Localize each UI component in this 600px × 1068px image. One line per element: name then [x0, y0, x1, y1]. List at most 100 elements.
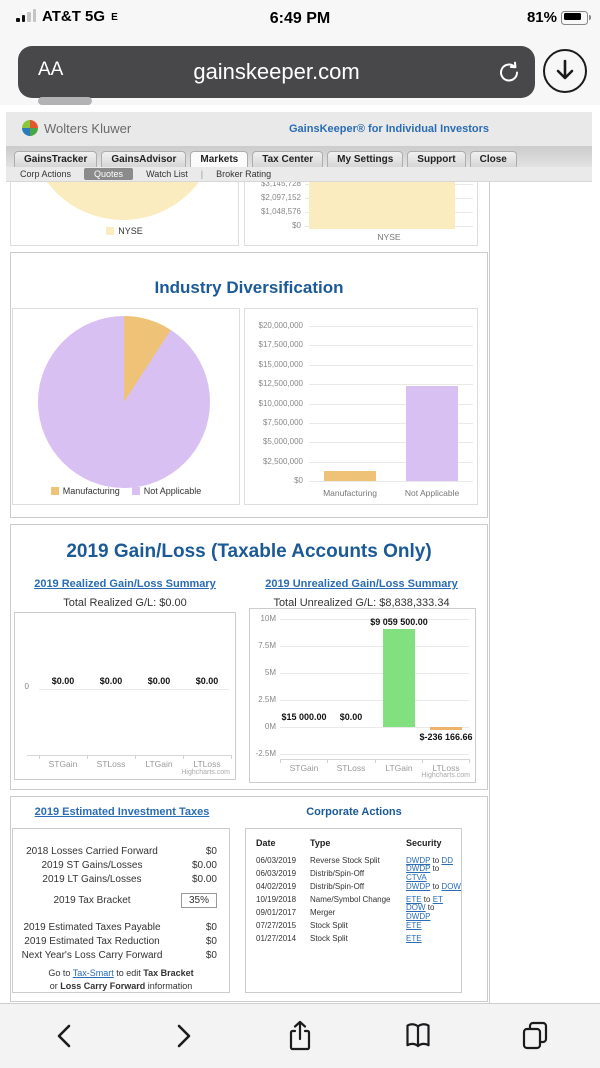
subnav-item-broker-rating[interactable]: Broker Rating: [216, 169, 272, 179]
x-label-ltloss: LTLoss: [432, 763, 460, 773]
security-link-dwdp[interactable]: DWDP: [406, 912, 431, 921]
corp-action-date: 07/27/2015: [256, 920, 297, 930]
tabs-icon[interactable]: [518, 1018, 552, 1054]
back-icon[interactable]: [48, 1018, 82, 1054]
security-link-ete[interactable]: ETE: [406, 933, 422, 943]
security-link-ete[interactable]: ETE: [406, 920, 422, 930]
y-tick-label: $1,048,576: [260, 207, 301, 216]
corp-action-date: 10/19/2018: [256, 894, 297, 904]
tax-note-line1: Go to Tax-Smart to edit Tax Bracket: [13, 967, 229, 979]
sub-nav: Corp Actions Quotes Watch List | Broker Rati…: [6, 167, 592, 182]
gridline: [309, 364, 473, 366]
nav-tab-gainstracker[interactable]: GainsTracker: [14, 151, 98, 167]
security-link-dow[interactable]: DOW: [441, 881, 461, 891]
x-axis-tick: [421, 759, 423, 763]
gridline: [309, 461, 473, 463]
nav-tab-close[interactable]: Close: [469, 151, 517, 167]
x-label-ltgain: LTGain: [385, 763, 413, 773]
bar-not-applicable: [406, 386, 458, 481]
x-label-not-applicable: Not Applicable: [404, 488, 460, 498]
col-header-date: Date: [256, 838, 276, 848]
url-field[interactable]: gainskeeper.com: [193, 59, 360, 84]
gridline: [309, 384, 473, 386]
corp-action-row: 06/03/2019 Reverse Stock Split DWDP to DD: [246, 854, 461, 866]
legend-swatch-icon: [106, 227, 115, 235]
corp-action-type: Distrib/Spin-Off: [310, 881, 365, 891]
corp-action-security: DWDP to DOW: [406, 882, 461, 891]
forward-icon[interactable]: [166, 1018, 200, 1054]
content-right-border: [489, 182, 490, 1003]
legend-item-not-applicable: Not Applicable: [131, 486, 201, 496]
legend-item-nyse: NYSE: [106, 226, 143, 236]
security-link-ctva[interactable]: CTVA: [406, 873, 427, 882]
nav-tab-support[interactable]: Support: [407, 151, 466, 167]
reload-icon[interactable]: [497, 59, 521, 85]
industry-pie-panel: Manufacturing Not Applicable: [12, 308, 240, 505]
security-link-ete[interactable]: ETE: [406, 894, 422, 904]
unrealized-summary-link[interactable]: 2019 Unrealized Gain/Loss Summary: [265, 578, 458, 590]
battery-icon: [561, 10, 591, 25]
x-label-stloss: STLoss: [336, 763, 366, 773]
address-bar[interactable]: AA gainskeeper.com: [18, 46, 535, 105]
y-tick-label: 5M: [264, 668, 276, 677]
y-tick-label: 10M: [260, 614, 276, 623]
tax-note-text: information: [145, 981, 193, 991]
x-axis-tick: [183, 755, 184, 759]
nav-tab-markets[interactable]: Markets: [190, 151, 249, 167]
corp-action-row: 04/02/2019 Distrib/Spin-Off DWDP to DOW: [246, 880, 461, 892]
y-tick-label: 0: [24, 682, 29, 691]
subnav-item-corp-actions[interactable]: Corp Actions: [20, 169, 72, 179]
y-tick-label: $3,145,728: [260, 182, 301, 188]
value-label-ltloss: $0.00: [195, 676, 219, 686]
security-link-et[interactable]: ET: [432, 894, 443, 904]
nav-tab-tax-center[interactable]: Tax Center: [252, 151, 324, 167]
bookmarks-icon[interactable]: [401, 1018, 435, 1054]
carrier-band-label: E: [111, 12, 118, 23]
download-icon[interactable]: [543, 49, 587, 93]
nav-tab-gainsadvisor[interactable]: GainsAdvisor: [101, 151, 187, 167]
main-nav-tabs: GainsTracker GainsAdvisor Markets Tax Cente…: [6, 146, 592, 167]
x-axis-tick: [135, 755, 136, 759]
security-text: to: [421, 894, 433, 904]
security-link-dwdp[interactable]: DWDP: [406, 881, 431, 891]
tax-note-link-tax-smart[interactable]: Tax-Smart: [72, 968, 114, 978]
wolters-kluwer-logo[interactable]: Wolters Kluwer: [22, 120, 131, 136]
y-tick-label: $12,500,000: [258, 379, 304, 389]
realized-summary-link[interactable]: 2019 Realized Gain/Loss Summary: [34, 578, 216, 590]
col-header-security: Security: [406, 838, 442, 848]
tax-row-label: 2019 LT Gains/Losses: [42, 874, 142, 885]
y-tick-label: 7.5M: [258, 641, 276, 650]
y-tick-label: $15,000,000: [258, 359, 304, 369]
gridline: [280, 700, 469, 701]
security-link-dwdp[interactable]: DWDP: [406, 855, 431, 865]
security-link-dwdp[interactable]: DWDP: [406, 864, 431, 873]
subnav-item-watch-list[interactable]: Watch List: [146, 169, 188, 179]
industry-pie-chart: [38, 316, 210, 488]
taxes-title-link[interactable]: 2019 Estimated Investment Taxes: [34, 806, 210, 818]
taxes-title-wrap: 2019 Estimated Investment Taxes: [10, 806, 234, 818]
reader-mode-button[interactable]: AA: [38, 59, 64, 80]
security-text: to: [430, 855, 442, 865]
exchange-bar-panel: $3,145,728 $2,097,152 $1,048,576 $0 NYSE: [244, 182, 478, 246]
subnav-item-quotes[interactable]: Quotes: [84, 168, 134, 180]
legend-swatch-icon: [131, 487, 140, 495]
nav-tab-my-settings[interactable]: My Settings: [327, 151, 404, 167]
exchange-pie-panel: NYSE: [10, 182, 239, 246]
load-progress: [38, 97, 92, 105]
x-axis-tick: [374, 759, 376, 763]
corp-action-row: 09/01/2017 Merger DOW to DWDP: [246, 903, 461, 921]
gainskeeper-tagline[interactable]: GainsKeeper® for Individual Investors: [289, 123, 490, 135]
share-icon[interactable]: [283, 1018, 317, 1054]
highcharts-credit: Highcharts.com: [181, 769, 230, 776]
corporate-actions-panel: Date Type Security 06/03/2019 Reverse Sto…: [245, 828, 462, 993]
x-label-stloss: STLoss: [96, 759, 126, 769]
security-link-dd[interactable]: DD: [441, 855, 453, 865]
industry-bar-panel: $20,000,000 $17,500,000 $15,000,000 $12,500…: [244, 308, 478, 505]
gridline: [280, 727, 469, 728]
tax-bracket-field[interactable]: 35%: [180, 892, 217, 908]
tax-bracket-label: 2019 Tax Bracket: [53, 894, 131, 906]
gridline: [309, 326, 473, 327]
security-link-dow[interactable]: DOW: [406, 903, 426, 912]
realized-total: Total Realized G/L: $0.00: [63, 597, 187, 609]
corp-action-type: Distrib/Spin-Off: [310, 868, 365, 878]
